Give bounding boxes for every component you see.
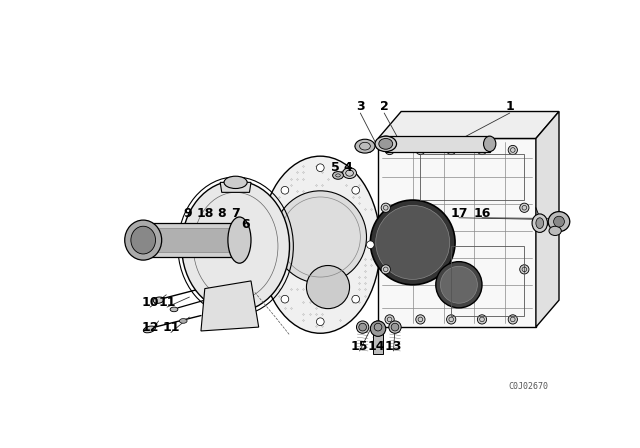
- Ellipse shape: [391, 323, 399, 331]
- Text: 1: 1: [506, 99, 514, 112]
- Ellipse shape: [224, 176, 247, 189]
- Ellipse shape: [359, 323, 367, 331]
- Text: 11: 11: [162, 321, 180, 334]
- Text: 2: 2: [380, 99, 388, 112]
- Ellipse shape: [536, 218, 543, 228]
- Circle shape: [508, 315, 517, 324]
- Polygon shape: [378, 112, 559, 138]
- Ellipse shape: [228, 217, 251, 263]
- Text: 10: 10: [141, 296, 159, 309]
- Circle shape: [520, 203, 529, 212]
- Circle shape: [447, 315, 456, 324]
- Circle shape: [274, 191, 367, 283]
- Ellipse shape: [333, 172, 344, 179]
- Circle shape: [316, 318, 324, 326]
- Ellipse shape: [549, 226, 561, 236]
- Ellipse shape: [375, 136, 397, 151]
- Text: 16: 16: [474, 207, 491, 220]
- Circle shape: [440, 266, 477, 303]
- Ellipse shape: [554, 216, 564, 227]
- Circle shape: [381, 265, 390, 274]
- Polygon shape: [201, 281, 259, 331]
- Polygon shape: [372, 331, 383, 354]
- Circle shape: [477, 146, 486, 155]
- Text: 18: 18: [196, 207, 214, 220]
- Ellipse shape: [532, 214, 547, 233]
- Circle shape: [367, 241, 374, 249]
- Ellipse shape: [548, 211, 570, 232]
- Text: 5: 5: [332, 161, 340, 174]
- Ellipse shape: [170, 307, 178, 312]
- Circle shape: [376, 206, 450, 280]
- Polygon shape: [386, 136, 490, 152]
- Polygon shape: [536, 112, 559, 327]
- Ellipse shape: [125, 220, 162, 260]
- Text: 14: 14: [368, 340, 385, 353]
- Ellipse shape: [356, 321, 369, 333]
- Polygon shape: [220, 182, 251, 192]
- Ellipse shape: [389, 321, 401, 333]
- Circle shape: [281, 186, 289, 194]
- Ellipse shape: [131, 226, 156, 254]
- Ellipse shape: [371, 321, 386, 336]
- Circle shape: [381, 203, 390, 212]
- Text: 17: 17: [450, 207, 468, 220]
- Circle shape: [436, 262, 482, 308]
- Circle shape: [316, 164, 324, 172]
- Text: C0J02670: C0J02670: [508, 382, 548, 391]
- Ellipse shape: [372, 321, 384, 333]
- Ellipse shape: [182, 181, 289, 312]
- Text: 4: 4: [344, 161, 353, 174]
- Circle shape: [352, 186, 360, 194]
- Text: 15: 15: [351, 340, 369, 353]
- Circle shape: [352, 295, 360, 303]
- Circle shape: [447, 146, 456, 155]
- Circle shape: [508, 146, 517, 155]
- Ellipse shape: [484, 136, 496, 151]
- Polygon shape: [378, 138, 536, 327]
- Ellipse shape: [380, 136, 392, 151]
- Ellipse shape: [374, 323, 382, 331]
- Circle shape: [385, 146, 394, 155]
- Ellipse shape: [355, 139, 375, 153]
- Ellipse shape: [342, 168, 356, 178]
- Polygon shape: [147, 228, 232, 252]
- Text: 3: 3: [356, 99, 365, 112]
- Circle shape: [416, 315, 425, 324]
- Ellipse shape: [143, 326, 156, 333]
- Text: 12: 12: [141, 321, 159, 334]
- Text: 6: 6: [241, 218, 250, 231]
- Text: 11: 11: [158, 296, 176, 309]
- Circle shape: [416, 146, 425, 155]
- Text: 7: 7: [231, 207, 240, 220]
- Text: 9: 9: [184, 207, 192, 220]
- Circle shape: [520, 265, 529, 274]
- Circle shape: [477, 315, 486, 324]
- Text: 8: 8: [218, 207, 226, 220]
- Polygon shape: [143, 223, 239, 257]
- Text: 13: 13: [385, 340, 402, 353]
- Circle shape: [266, 241, 274, 249]
- Circle shape: [385, 315, 394, 324]
- Ellipse shape: [379, 138, 393, 149]
- Circle shape: [281, 295, 289, 303]
- Ellipse shape: [153, 297, 164, 303]
- Circle shape: [307, 266, 349, 309]
- Ellipse shape: [179, 319, 187, 323]
- Ellipse shape: [260, 156, 380, 333]
- Circle shape: [371, 200, 455, 285]
